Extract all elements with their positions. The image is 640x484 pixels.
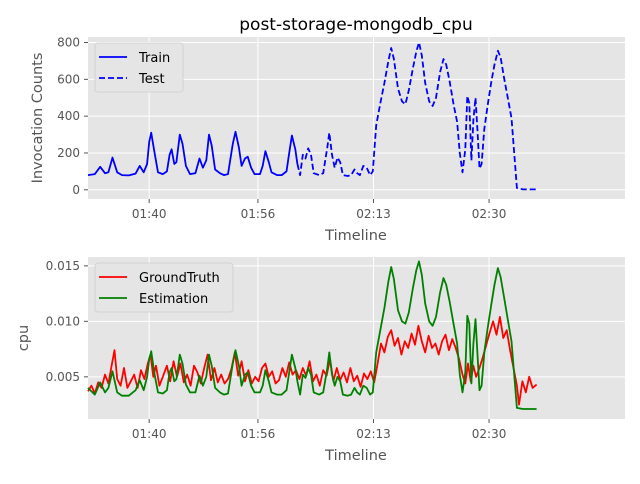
y-tick-label: 0	[72, 183, 80, 197]
series-lines	[87, 41, 537, 191]
legend-box	[94, 42, 184, 93]
y-tick-label: 0.015	[46, 259, 80, 273]
x-tick-label: 02:30	[472, 427, 507, 441]
y-tick-label: 0.005	[46, 370, 80, 384]
y-axis-label: cpu	[16, 325, 32, 351]
x-tick-labels: 01:40 01:56 02:13 02:30	[132, 419, 506, 441]
x-tick-label: 02:13	[356, 207, 391, 221]
y-tick-label: 800	[57, 36, 80, 50]
x-tick-label: 02:13	[356, 427, 391, 441]
legend-label-estimation: Estimation	[139, 292, 208, 307]
series-line-estimation	[87, 260, 537, 410]
invocation-chart: post-storage-mongodb_cpu 0 200 400 600 800 0…	[30, 15, 625, 244]
x-tick-label: 02:30	[472, 207, 507, 221]
x-tick-label: 01:56	[241, 427, 276, 441]
series-line-test	[296, 41, 537, 191]
x-axis-label: Timeline	[324, 448, 387, 464]
legend-label-groundtruth: GroundTruth	[139, 271, 220, 286]
legend: Train Test	[94, 42, 184, 93]
series-line-train	[87, 130, 299, 177]
legend-box	[94, 262, 234, 313]
x-axis-label: Timeline	[324, 228, 387, 244]
y-tick-labels: 0.005 0.010 0.015	[46, 259, 88, 384]
legend-label-train: Train	[138, 51, 170, 66]
x-tick-label: 01:40	[132, 427, 167, 441]
chart-title: post-storage-mongodb_cpu	[239, 15, 472, 35]
y-tick-label: 400	[57, 109, 80, 123]
y-tick-label: 600	[57, 72, 80, 86]
x-tick-labels: 01:40 01:56 02:13 02:30	[132, 199, 506, 221]
y-tick-label: 200	[57, 146, 80, 160]
cpu-chart: 0.005 0.010 0.015 01:40 01:56 02:13 02:30 Tim…	[16, 257, 625, 464]
y-axis-label: Invocation Counts	[30, 53, 46, 184]
legend-label-test: Test	[138, 72, 165, 87]
x-tick-label: 01:56	[241, 207, 276, 221]
x-tick-label: 01:40	[132, 207, 167, 221]
y-tick-labels: 0 200 400 600 800	[57, 36, 88, 197]
y-tick-label: 0.010	[46, 314, 80, 328]
series-lines	[87, 260, 538, 410]
legend: GroundTruth Estimation	[94, 262, 234, 313]
